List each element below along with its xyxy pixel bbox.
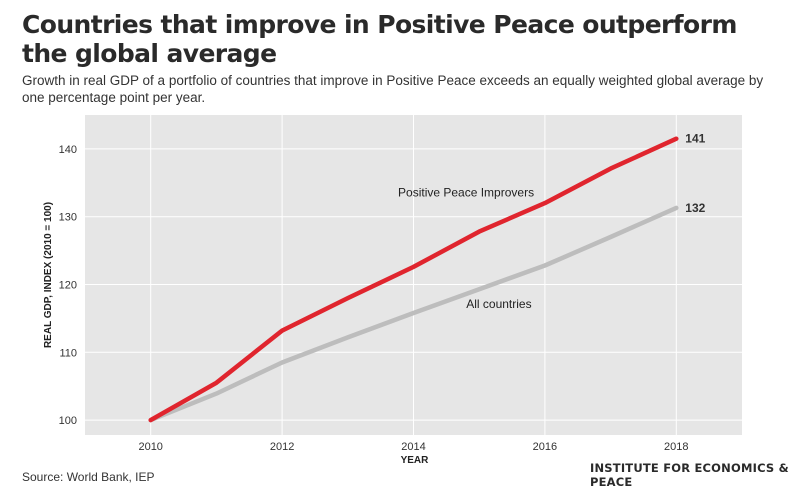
series-labels: 141 132 Positive Peace Improvers All countr… bbox=[398, 132, 706, 311]
series-name-label: All countries bbox=[466, 297, 531, 311]
series-name-label: Positive Peace Improvers bbox=[398, 185, 534, 199]
y-tick-label: 140 bbox=[59, 144, 77, 156]
x-tick-label: 2018 bbox=[664, 441, 688, 453]
x-tick-label: 2014 bbox=[401, 441, 425, 453]
y-tick-label: 130 bbox=[59, 212, 77, 224]
chart-subtitle: Growth in real GDP of a portfolio of cou… bbox=[22, 73, 764, 105]
x-axis-ticks: 2010 2012 2014 2016 2018 bbox=[138, 441, 688, 453]
y-axis-ticks: 100 110 120 130 140 bbox=[59, 144, 77, 427]
brand-logo-text: INSTITUTE FOR ECONOMICS & PEACE bbox=[590, 461, 789, 489]
x-axis-label: YEAR bbox=[401, 455, 430, 466]
y-tick-label: 100 bbox=[59, 415, 77, 427]
series-line bbox=[148, 136, 679, 423]
series-end-value-label: 132 bbox=[685, 201, 705, 215]
series-end-value-label: 141 bbox=[685, 132, 705, 146]
chart-title: Countries that improve in Positive Peace… bbox=[22, 10, 737, 68]
series-line bbox=[148, 205, 679, 423]
x-tick-label: 2010 bbox=[138, 441, 162, 453]
x-tick-label: 2012 bbox=[270, 441, 294, 453]
source-note: Source: World Bank, IEP bbox=[22, 470, 155, 484]
grid-lines bbox=[85, 115, 742, 435]
y-tick-label: 120 bbox=[59, 279, 77, 291]
series-lines bbox=[148, 136, 679, 423]
y-tick-label: 110 bbox=[59, 347, 77, 359]
y-axis-label: REAL GDP, INDEX (2010 = 100) bbox=[43, 202, 54, 348]
x-tick-label: 2016 bbox=[533, 441, 557, 453]
